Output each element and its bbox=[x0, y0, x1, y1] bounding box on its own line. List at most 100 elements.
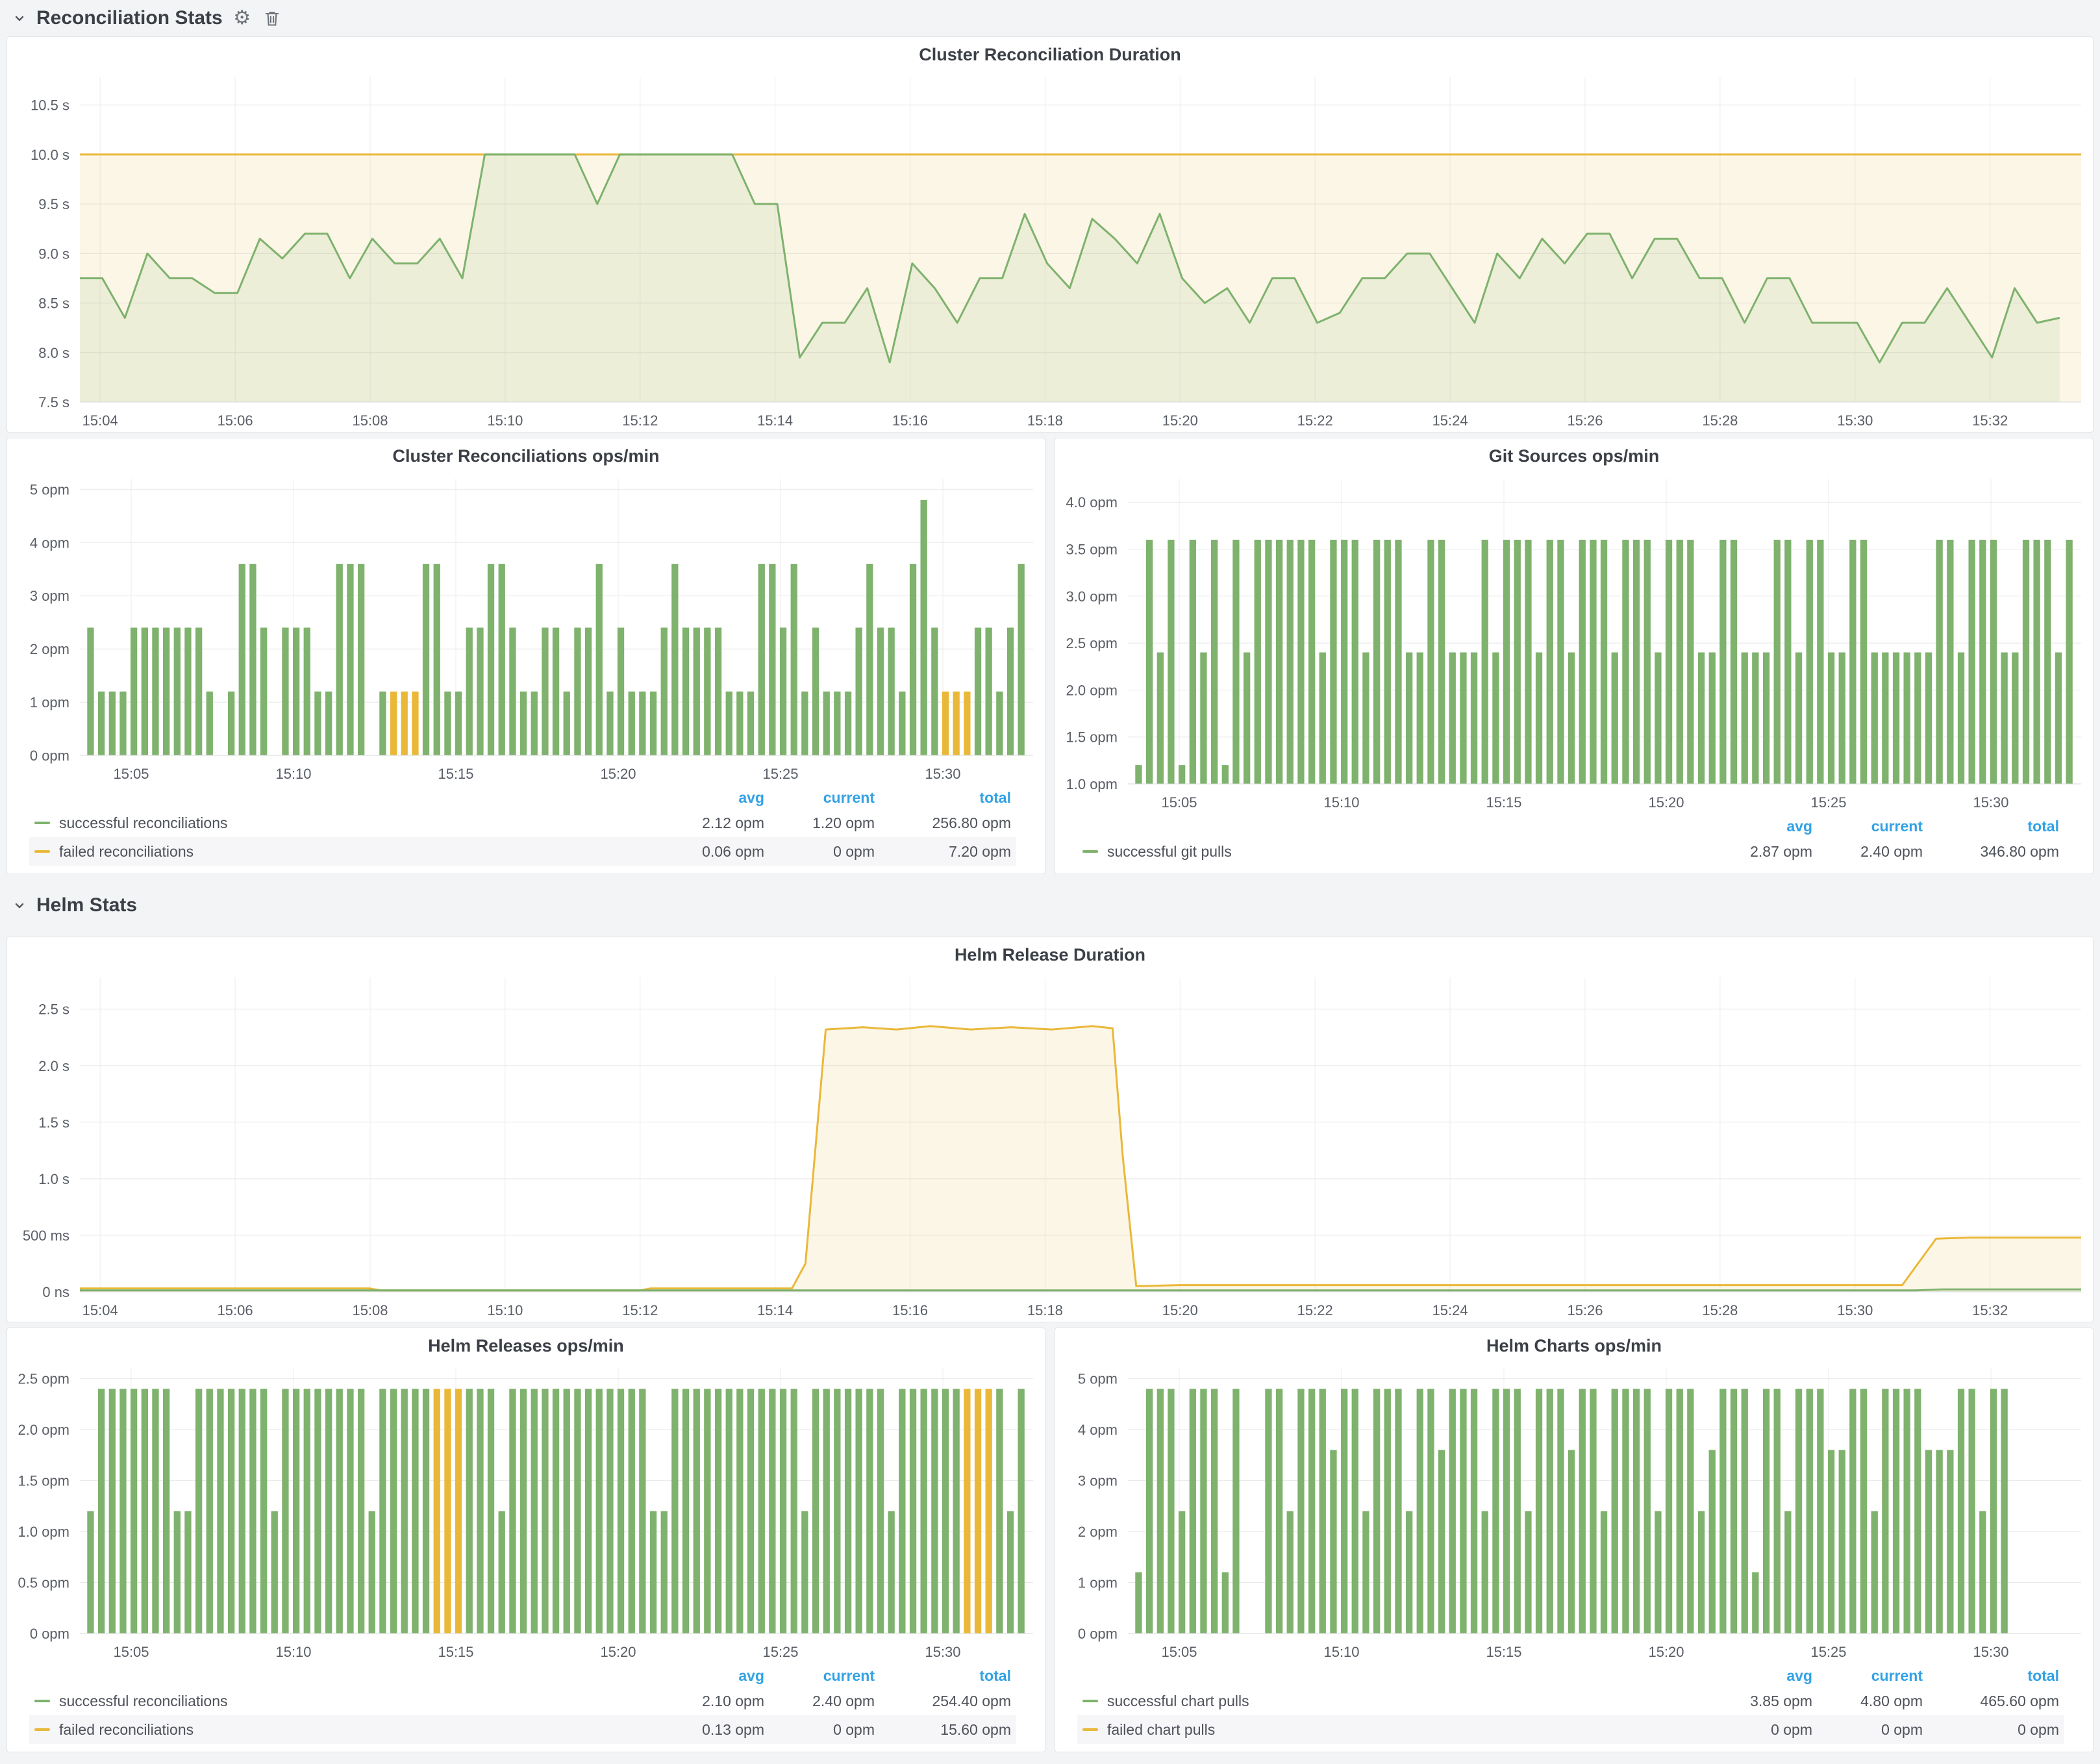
series-label[interactable]: successful reconciliations bbox=[59, 814, 228, 831]
panel-helm-release-duration: Helm Release Duration 15:04 15:06 15:08 15:… bbox=[6, 937, 2094, 1322]
series-label[interactable]: failed chart pulls bbox=[1107, 1720, 1216, 1738]
legend-sort-current[interactable]: current bbox=[823, 788, 875, 806]
svg-text:15:30: 15:30 bbox=[1837, 412, 1873, 429]
svg-text:15:06: 15:06 bbox=[218, 1302, 253, 1318]
series-label[interactable]: failed reconciliations bbox=[59, 1720, 194, 1738]
legend-sort-current[interactable]: current bbox=[823, 1667, 875, 1684]
svg-text:2 opm: 2 opm bbox=[1078, 1524, 1118, 1540]
svg-text:2.0 s: 2.0 s bbox=[38, 1058, 69, 1074]
legend-sort-avg[interactable]: avg bbox=[738, 788, 764, 806]
svg-text:4 opm: 4 opm bbox=[30, 535, 69, 551]
stat-avg: 0 opm bbox=[1771, 1720, 1812, 1738]
section-title: Helm Stats bbox=[36, 894, 138, 916]
svg-text:3 opm: 3 opm bbox=[1078, 1473, 1118, 1489]
svg-text:2.0 opm: 2.0 opm bbox=[1066, 682, 1118, 698]
legend-sort-avg[interactable]: avg bbox=[1786, 817, 1812, 835]
svg-text:2.5 opm: 2.5 opm bbox=[18, 1371, 70, 1387]
series-label[interactable]: successful chart pulls bbox=[1107, 1692, 1249, 1709]
svg-text:15:28: 15:28 bbox=[1702, 412, 1738, 429]
series-label[interactable]: successful reconciliations bbox=[59, 1692, 228, 1709]
legend-sort-total[interactable]: total bbox=[979, 788, 1011, 806]
panel-title[interactable]: Git Sources ops/min bbox=[1488, 446, 1660, 466]
svg-text:2.5 opm: 2.5 opm bbox=[1066, 635, 1118, 651]
svg-text:15:05: 15:05 bbox=[1161, 1644, 1197, 1660]
stat-total: 0 opm bbox=[2018, 1720, 2059, 1738]
legend-row-successful-chart-pulls: successful chart pulls 3.85 opm 4.80 opm… bbox=[1077, 1687, 2064, 1715]
panel-git-sources-ops: Git Sources ops/min 15:05 15:10 15:15 15:20… bbox=[1055, 438, 2094, 874]
stat-total: 256.80 opm bbox=[932, 814, 1011, 831]
cluster-reconciliations-ops-chart[interactable]: 15:05 15:10 15:15 15:20 15:25 15:30 5 opm 4 opm… bbox=[7, 471, 1045, 785]
panel-title[interactable]: Cluster Reconciliations ops/min bbox=[392, 446, 660, 466]
svg-text:15:30: 15:30 bbox=[1837, 1302, 1873, 1318]
svg-text:15:20: 15:20 bbox=[600, 766, 636, 782]
svg-text:15:05: 15:05 bbox=[113, 1644, 149, 1660]
gear-icon[interactable]: ⚙ bbox=[233, 7, 251, 29]
stat-avg: 0.06 opm bbox=[702, 842, 764, 860]
svg-text:15:14: 15:14 bbox=[757, 1302, 793, 1318]
panel-helm-charts-ops: Helm Charts ops/min 15:05 15:10 15:15 15:20… bbox=[1055, 1328, 2094, 1752]
section-header-reconciliation-stats[interactable]: Reconciliation Stats ⚙ bbox=[0, 0, 2100, 36]
svg-text:9.0 s: 9.0 s bbox=[38, 246, 69, 262]
legend-sort-total[interactable]: total bbox=[2027, 1667, 2059, 1684]
legend-row-successful-git-pulls: successful git pulls 2.87 opm 2.40 opm 3… bbox=[1077, 837, 2064, 866]
helm-release-duration-chart[interactable]: 15:04 15:06 15:08 15:10 15:12 15:14 15:16 15:18… bbox=[7, 970, 2093, 1322]
legend-sort-avg[interactable]: avg bbox=[1786, 1667, 1812, 1684]
panel-title[interactable]: Helm Releases ops/min bbox=[428, 1336, 624, 1355]
svg-text:1.5 s: 1.5 s bbox=[38, 1115, 69, 1131]
svg-text:4.0 opm: 4.0 opm bbox=[1066, 494, 1118, 510]
legend-row-failed-reconciliations: failed reconciliations 0.13 opm 0 opm 15… bbox=[29, 1715, 1016, 1744]
series-label[interactable]: failed reconciliations bbox=[59, 842, 194, 860]
helm-releases-ops-chart[interactable]: 15:05 15:10 15:15 15:20 15:25 15:30 2.5 opm 2.0… bbox=[7, 1361, 1045, 1663]
trash-icon[interactable] bbox=[262, 8, 282, 29]
svg-text:5 opm: 5 opm bbox=[30, 481, 69, 498]
svg-text:15:20: 15:20 bbox=[600, 1644, 636, 1660]
svg-text:15:15: 15:15 bbox=[1486, 1644, 1521, 1660]
stat-total: 15.60 opm bbox=[940, 1720, 1011, 1738]
svg-text:2.5 s: 2.5 s bbox=[38, 1002, 69, 1018]
svg-text:15:15: 15:15 bbox=[438, 1644, 473, 1660]
svg-text:15:10: 15:10 bbox=[275, 1644, 311, 1660]
svg-text:15:12: 15:12 bbox=[622, 412, 658, 429]
svg-text:15:08: 15:08 bbox=[352, 1302, 388, 1318]
legend-row-successful-reconciliations: successful reconciliations 2.10 opm 2.40… bbox=[29, 1687, 1016, 1715]
panel-title[interactable]: Helm Release Duration bbox=[954, 945, 1146, 964]
svg-text:15:20: 15:20 bbox=[1162, 1302, 1198, 1318]
svg-text:3 opm: 3 opm bbox=[30, 588, 69, 604]
svg-text:1.0 opm: 1.0 opm bbox=[18, 1524, 70, 1540]
legend-sort-total[interactable]: total bbox=[2027, 817, 2059, 835]
stat-current: 1.20 opm bbox=[812, 814, 875, 831]
series-dash-icon bbox=[1082, 1728, 1098, 1731]
git-sources-ops-chart[interactable]: 15:05 15:10 15:15 15:20 15:25 15:30 4.0 opm 3.5… bbox=[1055, 471, 2093, 814]
stat-avg: 2.12 opm bbox=[702, 814, 764, 831]
svg-text:15:10: 15:10 bbox=[1323, 1644, 1359, 1660]
svg-text:1.0 s: 1.0 s bbox=[38, 1171, 69, 1187]
legend: avg current total successful chart pulls… bbox=[1055, 1663, 2093, 1752]
panel-title[interactable]: Cluster Reconciliation Duration bbox=[919, 45, 1181, 64]
legend-sort-current[interactable]: current bbox=[1871, 1667, 1923, 1684]
chevron-down-icon bbox=[15, 16, 24, 21]
cluster-reconciliation-duration-chart[interactable]: 15:04 15:06 15:08 15:10 15:12 15:14 15:16 15:18… bbox=[7, 69, 2093, 432]
legend-sort-current[interactable]: current bbox=[1871, 817, 1923, 835]
legend: avg current total successful reconciliat… bbox=[7, 785, 1045, 874]
svg-text:15:26: 15:26 bbox=[1567, 1302, 1603, 1318]
series-dash-icon bbox=[1082, 1700, 1098, 1702]
legend: avg current total successful git pulls 2… bbox=[1055, 814, 2093, 874]
svg-text:15:26: 15:26 bbox=[1567, 412, 1603, 429]
panel-title[interactable]: Helm Charts ops/min bbox=[1486, 1336, 1662, 1355]
stat-total: 465.60 opm bbox=[1980, 1692, 2059, 1709]
section-header-helm-stats[interactable]: Helm Stats bbox=[0, 874, 2100, 937]
legend-sort-total[interactable]: total bbox=[979, 1667, 1011, 1684]
svg-text:15:15: 15:15 bbox=[1486, 794, 1521, 811]
svg-text:15:25: 15:25 bbox=[762, 1644, 798, 1660]
series-dash-icon bbox=[1082, 850, 1098, 853]
svg-text:15:22: 15:22 bbox=[1297, 412, 1333, 429]
svg-text:0 opm: 0 opm bbox=[30, 748, 69, 764]
svg-text:15:25: 15:25 bbox=[1810, 1644, 1846, 1660]
series-label[interactable]: successful git pulls bbox=[1107, 842, 1232, 860]
helm-charts-ops-chart[interactable]: 15:05 15:10 15:15 15:20 15:25 15:30 5 opm 4 opm… bbox=[1055, 1361, 2093, 1663]
svg-text:15:04: 15:04 bbox=[82, 412, 118, 429]
svg-text:15:30: 15:30 bbox=[925, 1644, 960, 1660]
svg-text:15:30: 15:30 bbox=[1973, 1644, 2008, 1660]
legend-sort-avg[interactable]: avg bbox=[738, 1667, 764, 1684]
stat-current: 2.40 opm bbox=[1860, 842, 1923, 860]
